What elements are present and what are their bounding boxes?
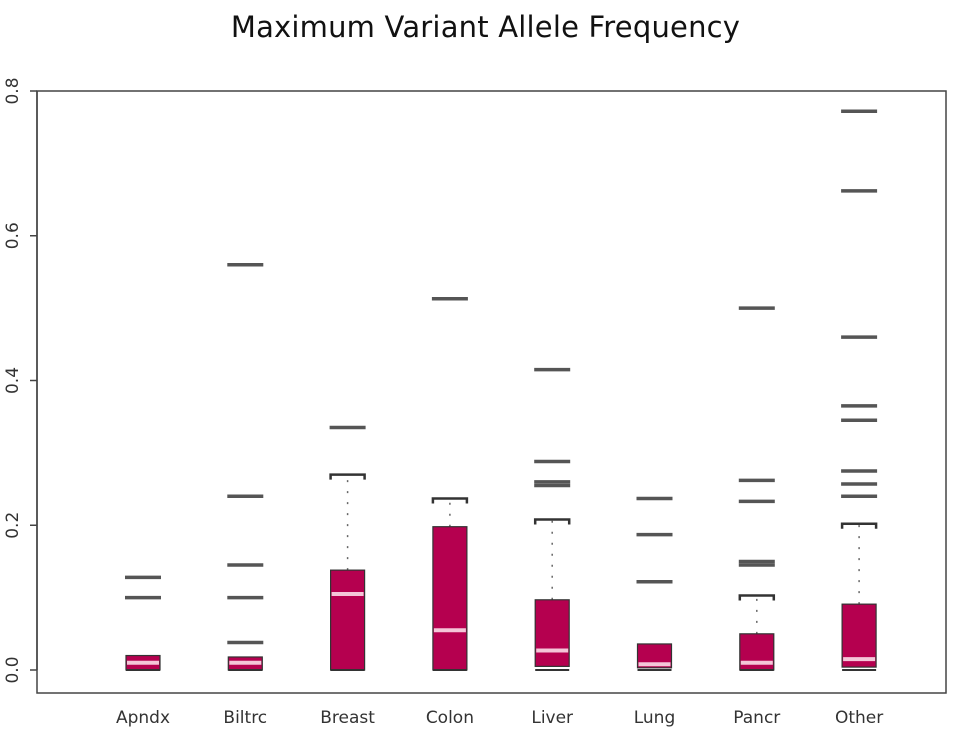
whisker-cap [738,594,776,601]
y-tick-label: 0.4 [3,367,23,394]
box-body [841,603,877,668]
y-tick-label: 0.0 [3,656,23,683]
box-other [840,109,878,671]
box-apndx [125,575,161,671]
box-body [432,526,468,671]
y-axis: 0.0 0.2 0.4 0.6 0.8 [3,77,38,684]
x-category-label: Liver [531,708,573,728]
whisker-cap [840,522,878,529]
box-body [330,569,366,671]
box-biltrc [227,262,264,671]
box-body [534,599,570,667]
x-axis: Apndx Biltrc Breast Colon Liver Lung Pancr Othe… [116,708,883,728]
x-category-label: Breast [320,708,375,728]
y-tick-label: 0.6 [3,222,23,249]
box-breast [329,425,366,671]
x-category-label: Biltrc [223,708,267,728]
box-liver [533,367,571,671]
box-pancr [738,306,776,671]
box-colon [431,296,469,671]
boxes-group [125,109,878,671]
whisker-cap [329,473,366,480]
box-body [636,643,673,669]
x-category-label: Apndx [116,708,170,728]
x-category-label: Pancr [733,708,780,728]
x-category-label: Lung [634,708,676,728]
whisker-cap [533,518,571,525]
y-tick-label: 0.2 [3,512,23,539]
x-category-label: Colon [426,708,474,728]
box-lung [636,496,673,671]
x-category-label: Other [835,708,883,728]
whisker-cap [431,497,469,504]
chart-title: Maximum Variant Allele Frequency [230,10,741,44]
y-tick-label: 0.8 [3,77,23,104]
plot-frame [36,90,947,694]
